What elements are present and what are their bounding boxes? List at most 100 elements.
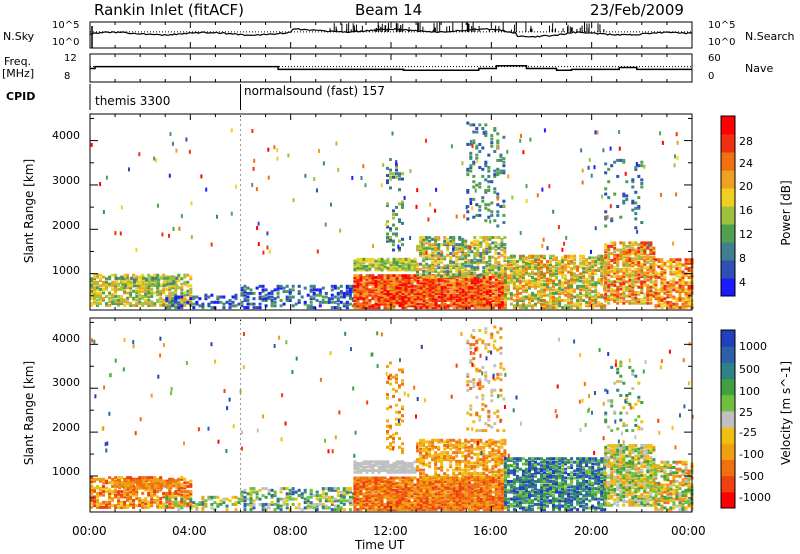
power-cell bbox=[138, 293, 142, 297]
power-cell bbox=[669, 293, 673, 297]
power-scatter-cell bbox=[235, 184, 238, 189]
power-cell bbox=[552, 272, 555, 276]
power-cell bbox=[588, 256, 592, 260]
power-cell bbox=[660, 267, 664, 271]
power-cell bbox=[425, 304, 429, 308]
velocity-cell bbox=[243, 499, 247, 503]
power-cell bbox=[537, 284, 540, 288]
velocity-cell bbox=[389, 480, 393, 483]
power-cell bbox=[476, 302, 480, 306]
power-cell bbox=[528, 279, 531, 283]
velocity-cell bbox=[386, 481, 390, 485]
power-cell bbox=[258, 295, 262, 299]
power-cell bbox=[549, 304, 552, 308]
velocity-cell bbox=[428, 506, 432, 510]
velocity-cell bbox=[129, 490, 133, 494]
power-cell bbox=[476, 279, 480, 283]
power-cell bbox=[476, 262, 480, 266]
power-cell bbox=[395, 274, 399, 278]
velocity-cell bbox=[177, 491, 181, 495]
power-cell bbox=[422, 266, 426, 270]
power-cell bbox=[528, 300, 531, 304]
power-cell bbox=[431, 290, 435, 294]
power-cell bbox=[165, 299, 169, 302]
velocity-cell bbox=[150, 497, 154, 501]
power-cell bbox=[567, 281, 571, 285]
power-cell bbox=[558, 300, 562, 304]
power-cell bbox=[437, 290, 441, 294]
power-cell bbox=[392, 241, 395, 245]
power-cell bbox=[434, 297, 438, 301]
power-cell bbox=[264, 297, 268, 301]
power-cell bbox=[374, 284, 378, 288]
velocity-cell bbox=[276, 501, 280, 505]
power-cell bbox=[473, 299, 477, 302]
velocity-cell bbox=[368, 504, 372, 508]
power-cell bbox=[488, 276, 492, 279]
power-cell bbox=[410, 304, 414, 308]
power-cell bbox=[126, 302, 130, 306]
velocity-cell bbox=[353, 476, 357, 480]
velocity-cell bbox=[279, 490, 283, 494]
power-cell bbox=[255, 306, 259, 310]
power-cell bbox=[657, 260, 661, 263]
velocity-cell bbox=[431, 501, 435, 505]
power-cell bbox=[543, 290, 546, 294]
power-cell bbox=[567, 299, 571, 302]
power-cell bbox=[141, 273, 145, 277]
power-cell bbox=[464, 257, 468, 261]
power-cell bbox=[558, 272, 562, 276]
velocity-cell bbox=[162, 491, 166, 495]
power-cell bbox=[452, 244, 456, 248]
power-cell bbox=[398, 286, 402, 290]
power-cell bbox=[467, 291, 471, 295]
power-cell bbox=[631, 262, 635, 266]
power-cell bbox=[129, 303, 133, 307]
power-cell bbox=[622, 262, 626, 266]
power-cell bbox=[410, 279, 414, 283]
velocity-cell bbox=[154, 484, 158, 488]
power-cell bbox=[488, 266, 492, 270]
power-cell bbox=[422, 236, 426, 239]
power-cell bbox=[422, 279, 426, 283]
power-cell bbox=[377, 259, 381, 263]
power-cell bbox=[473, 291, 477, 295]
power-cell bbox=[534, 263, 537, 267]
power-cell bbox=[594, 300, 598, 304]
velocity-cell bbox=[371, 502, 375, 506]
power-cell bbox=[540, 302, 543, 306]
velocity-cell bbox=[392, 492, 396, 496]
power-scatter-cell bbox=[659, 131, 662, 136]
power-cell bbox=[123, 277, 127, 281]
velocity-cell bbox=[183, 497, 187, 501]
power-cell bbox=[130, 280, 134, 284]
power-cell bbox=[428, 257, 432, 261]
power-cell bbox=[543, 256, 546, 260]
power-cell bbox=[637, 243, 641, 247]
power-cell bbox=[509, 274, 513, 278]
power-cell bbox=[407, 299, 411, 302]
power-cell bbox=[502, 135, 506, 139]
power-cell bbox=[156, 298, 160, 302]
power-cell bbox=[171, 299, 175, 302]
power-cell bbox=[99, 295, 102, 298]
velocity-cell bbox=[315, 490, 319, 494]
velocity-cell bbox=[118, 480, 122, 484]
power-cell bbox=[353, 286, 357, 290]
power-cell bbox=[660, 302, 664, 306]
velocity-cell bbox=[434, 487, 438, 491]
power-cell bbox=[552, 297, 555, 301]
power-cell bbox=[497, 281, 501, 285]
power-cell bbox=[413, 291, 417, 295]
power-cell bbox=[666, 293, 670, 297]
power-cell bbox=[150, 300, 154, 304]
power-cell bbox=[488, 304, 492, 308]
power-cell bbox=[243, 291, 247, 295]
power-cell bbox=[413, 306, 417, 310]
power-cell bbox=[561, 276, 565, 279]
power-cell bbox=[470, 304, 474, 308]
power-cell bbox=[634, 301, 638, 305]
velocity-cell bbox=[117, 505, 121, 509]
power-cell bbox=[675, 304, 679, 308]
power-cell bbox=[467, 260, 471, 264]
